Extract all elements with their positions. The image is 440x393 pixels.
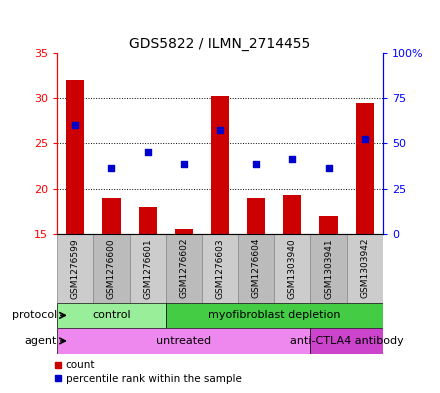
Point bbox=[72, 122, 79, 129]
Text: GSM1276602: GSM1276602 bbox=[180, 238, 188, 298]
Bar bbox=[139, 207, 157, 234]
Bar bbox=[57, 303, 166, 328]
Point bbox=[325, 165, 332, 171]
Bar bbox=[211, 95, 229, 234]
Text: control: control bbox=[92, 310, 131, 320]
Bar bbox=[283, 195, 301, 234]
Bar bbox=[238, 234, 274, 303]
Bar bbox=[166, 234, 202, 303]
Text: GSM1276601: GSM1276601 bbox=[143, 238, 152, 299]
Text: GSM1276600: GSM1276600 bbox=[107, 238, 116, 299]
Bar bbox=[274, 234, 311, 303]
Text: GSM1276599: GSM1276599 bbox=[71, 238, 80, 299]
Bar bbox=[57, 234, 93, 303]
Text: myofibroblast depletion: myofibroblast depletion bbox=[208, 310, 341, 320]
Point bbox=[180, 161, 187, 167]
Title: GDS5822 / ILMN_2714455: GDS5822 / ILMN_2714455 bbox=[129, 37, 311, 51]
Point bbox=[108, 165, 115, 171]
Point bbox=[361, 136, 368, 142]
Text: GSM1303942: GSM1303942 bbox=[360, 238, 369, 298]
Legend: count, percentile rank within the sample: count, percentile rank within the sample bbox=[49, 356, 246, 388]
Text: GSM1303941: GSM1303941 bbox=[324, 238, 333, 299]
Text: anti-CTLA4 antibody: anti-CTLA4 antibody bbox=[290, 336, 403, 346]
Text: GSM1276603: GSM1276603 bbox=[216, 238, 224, 299]
Bar bbox=[93, 234, 129, 303]
Bar bbox=[103, 198, 121, 234]
Bar bbox=[311, 328, 383, 354]
Text: agent: agent bbox=[25, 336, 57, 346]
Bar bbox=[66, 80, 84, 234]
Text: protocol: protocol bbox=[12, 310, 57, 320]
Bar bbox=[347, 234, 383, 303]
Bar bbox=[247, 198, 265, 234]
Bar bbox=[166, 303, 383, 328]
Bar bbox=[311, 234, 347, 303]
Text: GSM1303940: GSM1303940 bbox=[288, 238, 297, 299]
Bar bbox=[319, 216, 337, 234]
Bar bbox=[129, 234, 166, 303]
Point bbox=[216, 127, 224, 133]
Bar bbox=[202, 234, 238, 303]
Bar bbox=[57, 328, 311, 354]
Text: untreated: untreated bbox=[156, 336, 211, 346]
Bar bbox=[356, 103, 374, 234]
Bar bbox=[175, 229, 193, 234]
Point bbox=[144, 149, 151, 156]
Point bbox=[253, 161, 260, 167]
Text: GSM1276604: GSM1276604 bbox=[252, 238, 260, 298]
Point bbox=[289, 156, 296, 162]
